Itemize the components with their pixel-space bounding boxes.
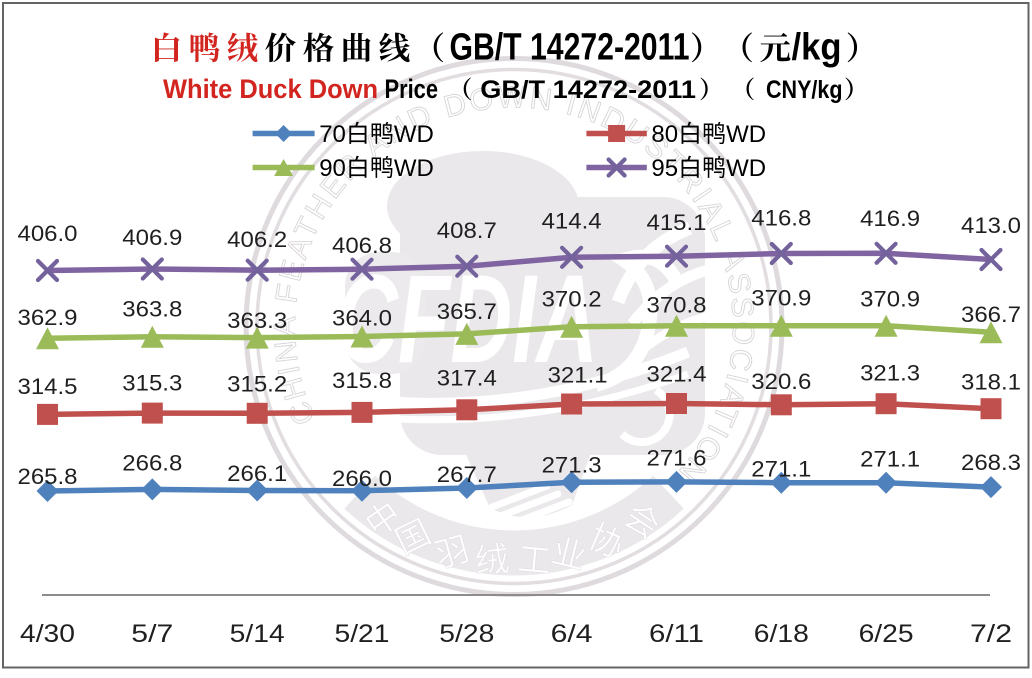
svg-text:414.4: 414.4 (542, 209, 602, 234)
svg-text:WD: WD (394, 121, 434, 148)
svg-text:370.2: 370.2 (542, 287, 602, 312)
svg-text:CFDIA: CFDIA (336, 250, 598, 389)
svg-text:WD: WD (726, 155, 766, 182)
svg-text:315.3: 315.3 (122, 371, 182, 396)
svg-text:364.0: 364.0 (332, 305, 392, 330)
svg-text:266.8: 266.8 (122, 451, 182, 476)
svg-text:314.5: 314.5 (18, 374, 78, 399)
svg-text:WD: WD (394, 155, 434, 182)
svg-text:363.8: 363.8 (122, 296, 182, 321)
svg-text:416.9: 416.9 (860, 206, 920, 231)
svg-text:415.1: 415.1 (647, 210, 707, 235)
svg-text:266.0: 266.0 (332, 466, 392, 491)
svg-text:363.3: 363.3 (227, 308, 287, 333)
svg-text:5/28: 5/28 (439, 620, 494, 648)
svg-text:416.8: 416.8 (751, 206, 811, 231)
svg-text:6/4: 6/4 (551, 620, 593, 648)
svg-text:315.8: 315.8 (332, 368, 392, 393)
svg-text:321.4: 321.4 (647, 362, 707, 387)
svg-text:406.0: 406.0 (18, 221, 78, 246)
svg-text:GB/T 14272-2011: GB/T 14272-2011 (450, 26, 690, 68)
svg-text:5/7: 5/7 (131, 620, 173, 648)
svg-text:4/30: 4/30 (20, 620, 75, 648)
svg-text:321.3: 321.3 (860, 361, 920, 386)
svg-text:406.9: 406.9 (122, 225, 182, 250)
svg-text:266.1: 266.1 (227, 461, 287, 486)
svg-text:413.0: 413.0 (961, 213, 1021, 238)
svg-text:320.6: 320.6 (751, 369, 811, 394)
svg-text:/kg: /kg (792, 26, 842, 68)
svg-text:267.7: 267.7 (437, 462, 497, 487)
svg-text:370.8: 370.8 (647, 293, 707, 318)
svg-text:Price: Price (385, 74, 439, 104)
svg-text:6/25: 6/25 (859, 620, 914, 648)
svg-text:WD: WD (726, 121, 766, 148)
svg-text:406.2: 406.2 (227, 227, 287, 252)
svg-text:5/14: 5/14 (230, 620, 285, 648)
svg-text:271.3: 271.3 (542, 453, 602, 478)
svg-text:GB/T 14272-2011: GB/T 14272-2011 (480, 76, 696, 104)
svg-text:265.8: 265.8 (18, 464, 78, 489)
svg-text:5/21: 5/21 (335, 620, 390, 648)
svg-text:318.1: 318.1 (961, 370, 1021, 395)
svg-text:268.3: 268.3 (961, 450, 1021, 475)
svg-text:White Duck Down: White Duck Down (163, 74, 378, 104)
svg-text:406.8: 406.8 (332, 233, 392, 258)
svg-text:90: 90 (319, 155, 346, 182)
svg-text:271.1: 271.1 (860, 447, 920, 472)
svg-text:271.6: 271.6 (647, 446, 707, 471)
svg-text:362.9: 362.9 (18, 305, 78, 330)
svg-text:370.9: 370.9 (751, 286, 811, 311)
svg-text:CNY/kg: CNY/kg (766, 76, 843, 104)
svg-text:317.4: 317.4 (437, 366, 497, 391)
svg-text:6/18: 6/18 (754, 620, 809, 648)
svg-text:95: 95 (651, 155, 678, 182)
svg-text:408.7: 408.7 (437, 218, 497, 243)
svg-text:80: 80 (651, 121, 678, 148)
svg-text:70: 70 (319, 121, 346, 148)
svg-text:315.2: 315.2 (227, 372, 287, 397)
svg-text:7/2: 7/2 (970, 620, 1012, 648)
svg-text:365.7: 365.7 (437, 299, 497, 324)
svg-text:370.9: 370.9 (860, 287, 920, 312)
svg-text:6/11: 6/11 (649, 620, 704, 648)
svg-text:321.1: 321.1 (548, 363, 608, 388)
svg-text:366.7: 366.7 (961, 302, 1021, 327)
svg-text:271.1: 271.1 (751, 457, 811, 482)
